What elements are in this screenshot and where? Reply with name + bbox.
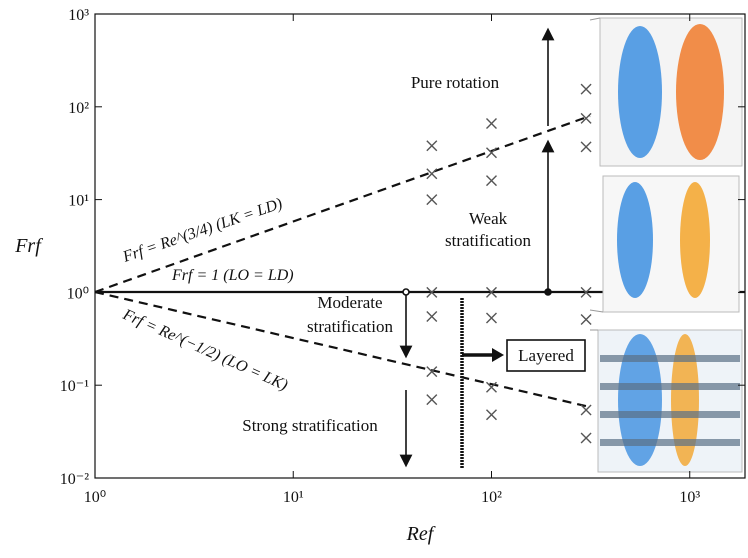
x-tick-label: 10¹ [283,489,304,506]
annotation: Moderate [317,293,382,312]
y-tick-label: 10⁻² [60,471,89,488]
annotation: Pure rotation [411,73,500,92]
data-point [580,83,592,95]
data-point [580,404,592,416]
x-tick-label: 10⁰ [84,489,106,506]
data-point [485,118,497,130]
y-tick-label: 10³ [68,7,89,24]
data-point [485,409,497,421]
plot-frame [94,13,746,479]
y-tick-label: 10² [68,100,89,117]
data-point [426,140,438,152]
x-axis-label: Ref [406,523,436,545]
data-point [485,175,497,187]
data-point [485,312,497,324]
annotation: Weak [469,209,508,228]
data-point [426,310,438,322]
flow-images [589,17,743,473]
scaling-line [94,290,591,409]
scaling-line [94,114,591,294]
region-arrows [399,27,586,468]
annotation: Layered [518,346,574,365]
data-point [426,194,438,206]
y-tick-label: 10¹ [68,193,89,210]
data-point [485,381,497,393]
data-point [580,286,592,298]
equation: Frf = Re^(3/4) (LK = LD) [120,195,285,266]
data-point [426,366,438,378]
x-tick-label: 10² [481,489,502,506]
y-tick-label: 10⁰ [67,285,89,302]
annotation: stratification [307,317,393,336]
equation: Frf = 1 (LO = LD) [171,267,294,284]
annotation: stratification [445,231,531,250]
data-point [580,112,592,124]
annotation: Strong stratification [242,416,378,435]
data-point [485,147,497,159]
data-point [580,432,592,444]
y-axis-label: Frf [14,235,43,257]
data-point [485,286,497,298]
data-point [426,394,438,406]
data-point [580,314,592,326]
y-tick-label: 10⁻¹ [60,378,89,395]
data-point [426,168,438,180]
data-point [426,286,438,298]
data-point [580,141,592,153]
equation: Frf = Re^(−1/2) (LO = LK) [119,306,290,394]
x-tick-label: 10³ [679,489,700,506]
